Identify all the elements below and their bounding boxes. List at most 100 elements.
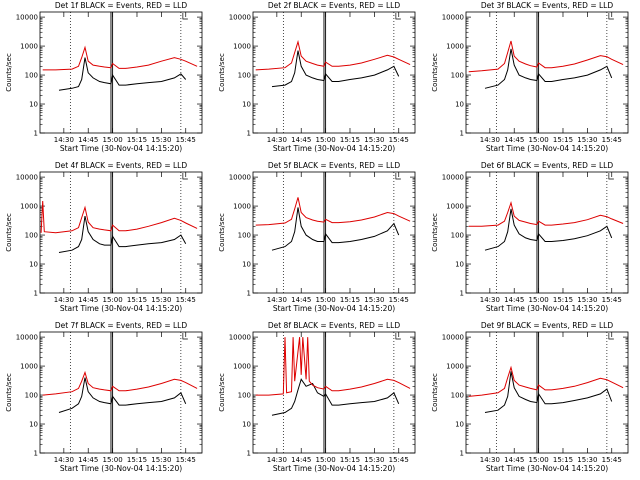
x-tick-label: 15:00 (316, 456, 336, 464)
events-series-line (58, 57, 187, 91)
y-tick-label: 1000 (20, 43, 38, 51)
x-tick-label: 15:30 (577, 456, 597, 464)
y-tick-label: 10000 (229, 334, 251, 342)
y-axis-label: Counts/sec (5, 53, 13, 92)
x-tick-label: 14:45 (291, 456, 311, 464)
y-tick-label: 1 (34, 290, 38, 298)
plot-frame (39, 171, 203, 294)
x-tick-label: 15:45 (602, 136, 622, 144)
x-tick-label: 15:15 (340, 136, 360, 144)
x-tick-label: 15:30 (151, 456, 171, 464)
x-tick-label: 15:30 (364, 296, 384, 304)
panel-title: Det 8f BLACK = Events, RED = LLD (268, 321, 401, 330)
events-series-line (58, 215, 187, 253)
x-tick-label: 14:45 (504, 456, 524, 464)
plot-frame (39, 11, 203, 134)
x-tick-label: 15:00 (103, 136, 123, 144)
y-tick-label: 100 (451, 72, 464, 80)
x-axis-label: Start Time (30-Nov-04 14:15:20) (273, 144, 395, 153)
events-series-line (58, 377, 187, 413)
x-tick-label: 15:30 (151, 296, 171, 304)
x-tick-label: 14:30 (267, 136, 287, 144)
x-tick-label: 15:00 (529, 456, 549, 464)
panel-title: Det 3f BLACK = Events, RED = LLD (481, 1, 614, 10)
x-tick-label: 15:45 (389, 136, 409, 144)
y-axis-label: Counts/sec (431, 373, 439, 412)
y-axis-label: Counts/sec (5, 213, 13, 252)
bracket-mark (608, 333, 614, 340)
y-axis-label: Counts/sec (5, 373, 13, 412)
x-tick-label: 14:30 (267, 296, 287, 304)
lld-series-line (468, 201, 624, 227)
events-series-line (484, 48, 613, 89)
y-tick-label: 1000 (20, 363, 38, 371)
x-tick-label: 15:15 (340, 296, 360, 304)
x-tick-label: 15:45 (389, 456, 409, 464)
lld-series-line (255, 337, 411, 396)
y-tick-label: 1000 (233, 203, 251, 211)
plot-frame (465, 171, 629, 294)
detector-panel: Det 7f BLACK = Events, RED = LLD 1 10 100 10… (5, 321, 203, 473)
x-tick-label: 15:45 (176, 296, 196, 304)
bracket-mark (182, 333, 188, 340)
y-tick-label: 1000 (446, 43, 464, 51)
panel-title: Det 6f BLACK = Events, RED = LLD (481, 161, 614, 170)
x-axis-label: Start Time (30-Nov-04 14:15:20) (486, 464, 608, 473)
lld-series-line (468, 40, 624, 73)
y-tick-label: 1 (247, 450, 251, 458)
x-tick-label: 15:30 (577, 136, 597, 144)
y-tick-label: 1000 (233, 43, 251, 51)
x-tick-label: 14:30 (480, 456, 500, 464)
x-axis-label: Start Time (30-Nov-04 14:15:20) (60, 464, 182, 473)
x-tick-label: 15:15 (340, 456, 360, 464)
bracket-mark (608, 13, 614, 20)
plot-frame (465, 331, 629, 454)
y-tick-label: 10 (242, 101, 251, 109)
lld-series-line (40, 200, 198, 234)
x-tick-label: 15:15 (553, 136, 573, 144)
lld-series-line (468, 365, 624, 397)
plot-frame (252, 331, 416, 454)
events-series-line (484, 371, 613, 413)
y-axis-label: Counts/sec (218, 53, 226, 92)
bracket-mark (395, 13, 401, 20)
y-tick-label: 1 (460, 130, 464, 138)
y-tick-label: 10 (455, 261, 464, 269)
y-tick-label: 10000 (229, 174, 251, 182)
x-tick-label: 14:45 (291, 296, 311, 304)
x-tick-label: 15:45 (602, 456, 622, 464)
bracket-mark (182, 13, 188, 20)
x-tick-label: 14:45 (504, 296, 524, 304)
y-tick-label: 10 (242, 261, 251, 269)
y-tick-label: 10000 (16, 14, 38, 22)
y-tick-label: 100 (451, 232, 464, 240)
y-tick-label: 10 (455, 101, 464, 109)
y-tick-label: 10 (455, 421, 464, 429)
x-tick-label: 14:30 (54, 136, 74, 144)
bracket-mark (608, 173, 614, 180)
lld-series-line (42, 370, 198, 396)
x-tick-label: 15:15 (127, 456, 147, 464)
detector-panel: Det 6f BLACK = Events, RED = LLD 1 10 100 10… (431, 161, 629, 313)
lld-series-line (255, 39, 411, 71)
y-tick-label: 1000 (233, 363, 251, 371)
y-axis-label: Counts/sec (431, 53, 439, 92)
x-tick-label: 15:00 (529, 136, 549, 144)
y-tick-label: 10 (29, 421, 38, 429)
x-tick-label: 15:15 (127, 296, 147, 304)
y-tick-label: 10000 (442, 334, 464, 342)
events-series-line (271, 378, 400, 416)
y-axis-label: Counts/sec (431, 213, 439, 252)
x-axis-label: Start Time (30-Nov-04 14:15:20) (60, 304, 182, 313)
bracket-mark (182, 173, 188, 180)
y-tick-label: 100 (25, 72, 38, 80)
y-tick-label: 10000 (16, 334, 38, 342)
x-tick-label: 15:30 (151, 136, 171, 144)
x-tick-label: 15:00 (103, 296, 123, 304)
y-tick-label: 1 (34, 130, 38, 138)
detector-panel: Det 8f BLACK = Events, RED = LLD 1 10 100 10… (218, 321, 416, 473)
y-tick-label: 100 (25, 232, 38, 240)
panel-title: Det 5f BLACK = Events, RED = LLD (268, 161, 401, 170)
x-axis-label: Start Time (30-Nov-04 14:15:20) (273, 464, 395, 473)
